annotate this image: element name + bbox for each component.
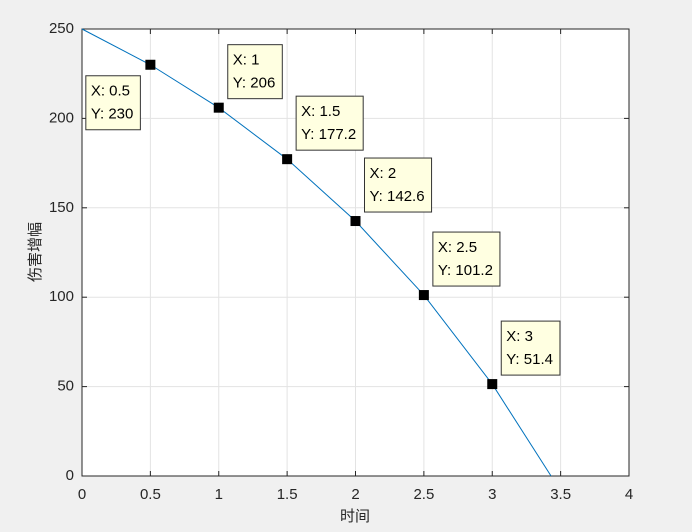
datatip: X: 3 Y: 51.4 [500,320,561,376]
datatip-box [85,75,141,131]
datatip-box [227,44,283,100]
axes-box [81,28,630,477]
datatip-x-label: X: 0.5 [91,83,130,100]
datatip-box [295,95,364,151]
x-tick-label: 4 [625,486,633,503]
datatip-y-label: Y: 230 [91,106,134,123]
datatip-x-label: X: 2 [370,165,397,182]
x-tick-label: 3.5 [550,486,571,503]
datatip: X: 2.5 Y: 101.2 [432,231,501,287]
x-tick-label: 3 [488,486,496,503]
x-tick-label: 0.5 [140,486,161,503]
data-marker [418,290,429,301]
datatip-y-label: Y: 101.2 [438,262,493,279]
x-tick-label: 1.5 [277,486,298,503]
data-marker [487,379,498,390]
data-marker [213,102,224,113]
data-marker [350,216,361,227]
data-marker [145,59,156,70]
datatip: X: 0.5 Y: 230 [85,75,141,131]
datatip-y-label: Y: 206 [233,75,276,92]
data-marker [282,154,293,165]
y-axis-label: 伤害增幅 [26,222,44,282]
datatip-box [364,157,433,213]
datatip-y-label: Y: 51.4 [506,351,553,368]
datatip-x-label: X: 1 [233,52,260,69]
datatip: X: 1.5 Y: 177.2 [295,95,364,151]
x-tick-label: 1 [215,486,223,503]
datatip: X: 1 Y: 206 [227,44,283,100]
datatip-box [500,320,561,376]
y-tick-label: 150 [49,199,74,216]
y-tick-label: 100 [49,288,74,305]
x-axis-label: 时间 [340,507,370,525]
x-tick-label: 2.5 [413,486,434,503]
datatip-box [432,231,501,287]
y-tick-label: 200 [49,109,74,126]
datatip-x-label: X: 2.5 [438,239,477,256]
datatip: X: 2 Y: 142.6 [364,157,433,213]
y-tick-label: 250 [49,20,74,37]
datatip-y-label: Y: 177.2 [301,126,356,143]
data-line [81,28,552,477]
datatip-y-label: Y: 142.6 [370,188,425,205]
x-tick-label: 2 [351,486,359,503]
y-tick-label: 0 [66,467,74,484]
datatip-x-label: X: 3 [506,328,533,345]
y-tick-label: 50 [57,378,74,395]
x-tick-label: 0 [78,486,86,503]
datatip-x-label: X: 1.5 [301,103,340,120]
